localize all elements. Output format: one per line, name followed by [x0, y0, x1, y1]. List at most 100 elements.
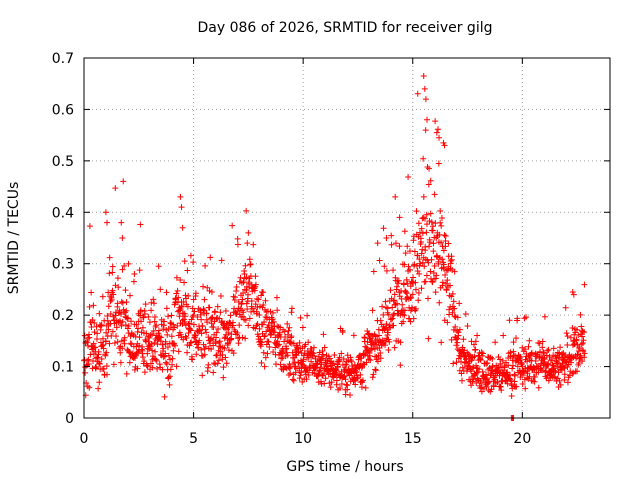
data-point [270, 328, 277, 335]
data-point [118, 322, 125, 329]
data-point [287, 370, 294, 377]
data-point [118, 219, 125, 226]
data-point [337, 385, 344, 392]
data-point [386, 338, 393, 345]
data-point [321, 344, 328, 351]
data-point [429, 279, 436, 286]
data-point [297, 372, 304, 379]
data-point [464, 322, 471, 329]
data-point [151, 300, 158, 307]
data-point [88, 289, 95, 296]
data-point [168, 333, 175, 340]
data-point [229, 222, 236, 229]
data-point [230, 350, 237, 357]
data-point [432, 118, 439, 125]
data-point [137, 221, 144, 228]
data-point [526, 337, 533, 344]
data-point [261, 333, 268, 340]
data-point [404, 280, 411, 287]
data-point [149, 364, 156, 371]
data-point [179, 224, 186, 231]
data-point [453, 342, 460, 349]
data-point [166, 381, 173, 388]
data-point [355, 363, 362, 370]
data-point [182, 292, 189, 299]
x-tick-label: 5 [189, 431, 198, 447]
data-point [396, 243, 403, 250]
data-point [246, 256, 253, 263]
data-point [313, 361, 320, 368]
data-point [362, 343, 369, 350]
data-point [269, 309, 276, 316]
data-point [178, 303, 185, 310]
data-point [180, 316, 187, 323]
data-point [539, 338, 546, 345]
data-point [407, 283, 414, 290]
data-point [388, 232, 395, 239]
data-point [97, 322, 104, 329]
data-point [366, 352, 373, 359]
data-point [170, 347, 177, 354]
data-point [519, 380, 526, 387]
data-point [248, 298, 255, 305]
data-point [104, 219, 111, 226]
data-point [229, 319, 236, 326]
data-point [349, 363, 356, 370]
data-point [517, 353, 524, 360]
data-point [375, 326, 382, 333]
data-point [169, 355, 176, 362]
data-point [442, 233, 449, 240]
data-point [281, 328, 288, 335]
data-point [120, 178, 127, 185]
data-point [390, 322, 397, 329]
data-point [96, 310, 103, 317]
data-point [242, 317, 249, 324]
data-point [554, 349, 561, 356]
data-point [188, 339, 195, 346]
data-point [102, 338, 109, 345]
data-point [562, 304, 569, 311]
data-point [234, 330, 241, 337]
data-point [522, 385, 529, 392]
data-point [262, 354, 269, 361]
data-point [284, 352, 291, 359]
data-point [271, 329, 278, 336]
data-point [458, 377, 465, 384]
data-point [416, 256, 423, 263]
data-point [443, 267, 450, 274]
data-point [155, 263, 162, 270]
y-tick-label: 0.6 [52, 102, 74, 118]
data-point [422, 278, 429, 285]
data-point [449, 290, 456, 297]
data-point [430, 240, 437, 247]
data-point [447, 258, 454, 265]
data-points [81, 73, 588, 421]
data-point [296, 375, 303, 382]
data-point [413, 208, 420, 215]
data-point [217, 293, 224, 300]
data-point [438, 222, 445, 229]
data-point [197, 309, 204, 316]
data-point [545, 360, 552, 367]
data-point [165, 352, 172, 359]
data-point [419, 230, 426, 237]
data-point [421, 215, 428, 222]
data-point [117, 359, 124, 366]
data-point [506, 317, 513, 324]
data-point [438, 239, 445, 246]
data-point [573, 355, 580, 362]
data-point [423, 229, 430, 236]
data-point [199, 372, 206, 379]
data-point [168, 312, 175, 319]
data-point [489, 355, 496, 362]
data-point [322, 375, 329, 382]
data-point [511, 378, 518, 385]
data-point [108, 296, 115, 303]
data-point [303, 376, 310, 383]
data-point [107, 310, 114, 317]
data-point [532, 358, 539, 365]
data-point [436, 134, 443, 141]
data-point [454, 314, 461, 321]
data-point [510, 339, 517, 346]
data-point [575, 332, 582, 339]
